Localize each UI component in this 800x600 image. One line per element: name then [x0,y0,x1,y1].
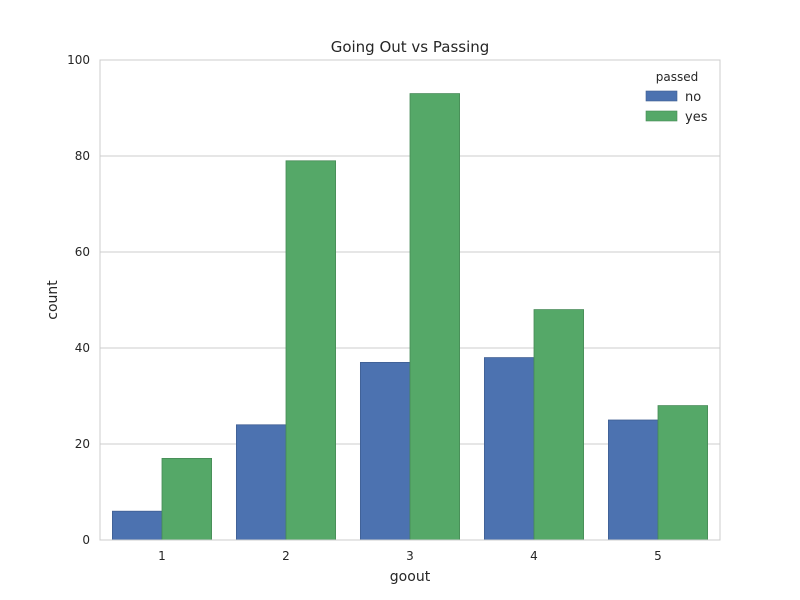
x-tick-label: 4 [530,549,538,563]
y-axis-label: count [45,280,61,320]
x-tick-label: 3 [406,549,414,563]
bar-no-3 [359,361,411,541]
bar-yes-3 [409,93,460,541]
legend-label-yes: yes [685,110,708,125]
bar-yes-5 [657,405,708,541]
y-tick-label: 80 [75,149,90,163]
bars-group [112,93,708,541]
bar-no-1 [112,510,163,541]
bar-yes-4 [533,309,584,541]
x-tick-label: 5 [654,549,662,563]
y-tick-label: 20 [75,437,90,451]
bar-yes-2 [285,160,336,541]
y-tick-labels: 0 20 40 60 80 100 [67,53,90,547]
x-tick-label: 2 [282,549,290,563]
y-tick-label: 100 [67,53,90,67]
x-tick-labels: 1 2 3 4 5 [158,549,662,563]
legend-swatch-no [645,90,678,102]
legend: passed no yes [645,70,708,125]
bar-no-2 [235,424,287,541]
bar-yes-1 [161,457,212,541]
chart-title: Going Out vs Passing [331,38,490,56]
x-axis-label: goout [390,569,431,585]
bar-no-4 [483,357,535,541]
y-tick-label: 0 [82,533,90,547]
y-tick-label: 40 [75,341,90,355]
legend-title: passed [656,70,698,84]
plot-frame [99,59,721,541]
legend-swatch-yes [645,110,678,122]
bar-no-5 [608,419,659,541]
x-tick-label: 1 [158,549,166,563]
legend-label-no: no [685,90,701,105]
y-tick-label: 60 [75,245,90,259]
